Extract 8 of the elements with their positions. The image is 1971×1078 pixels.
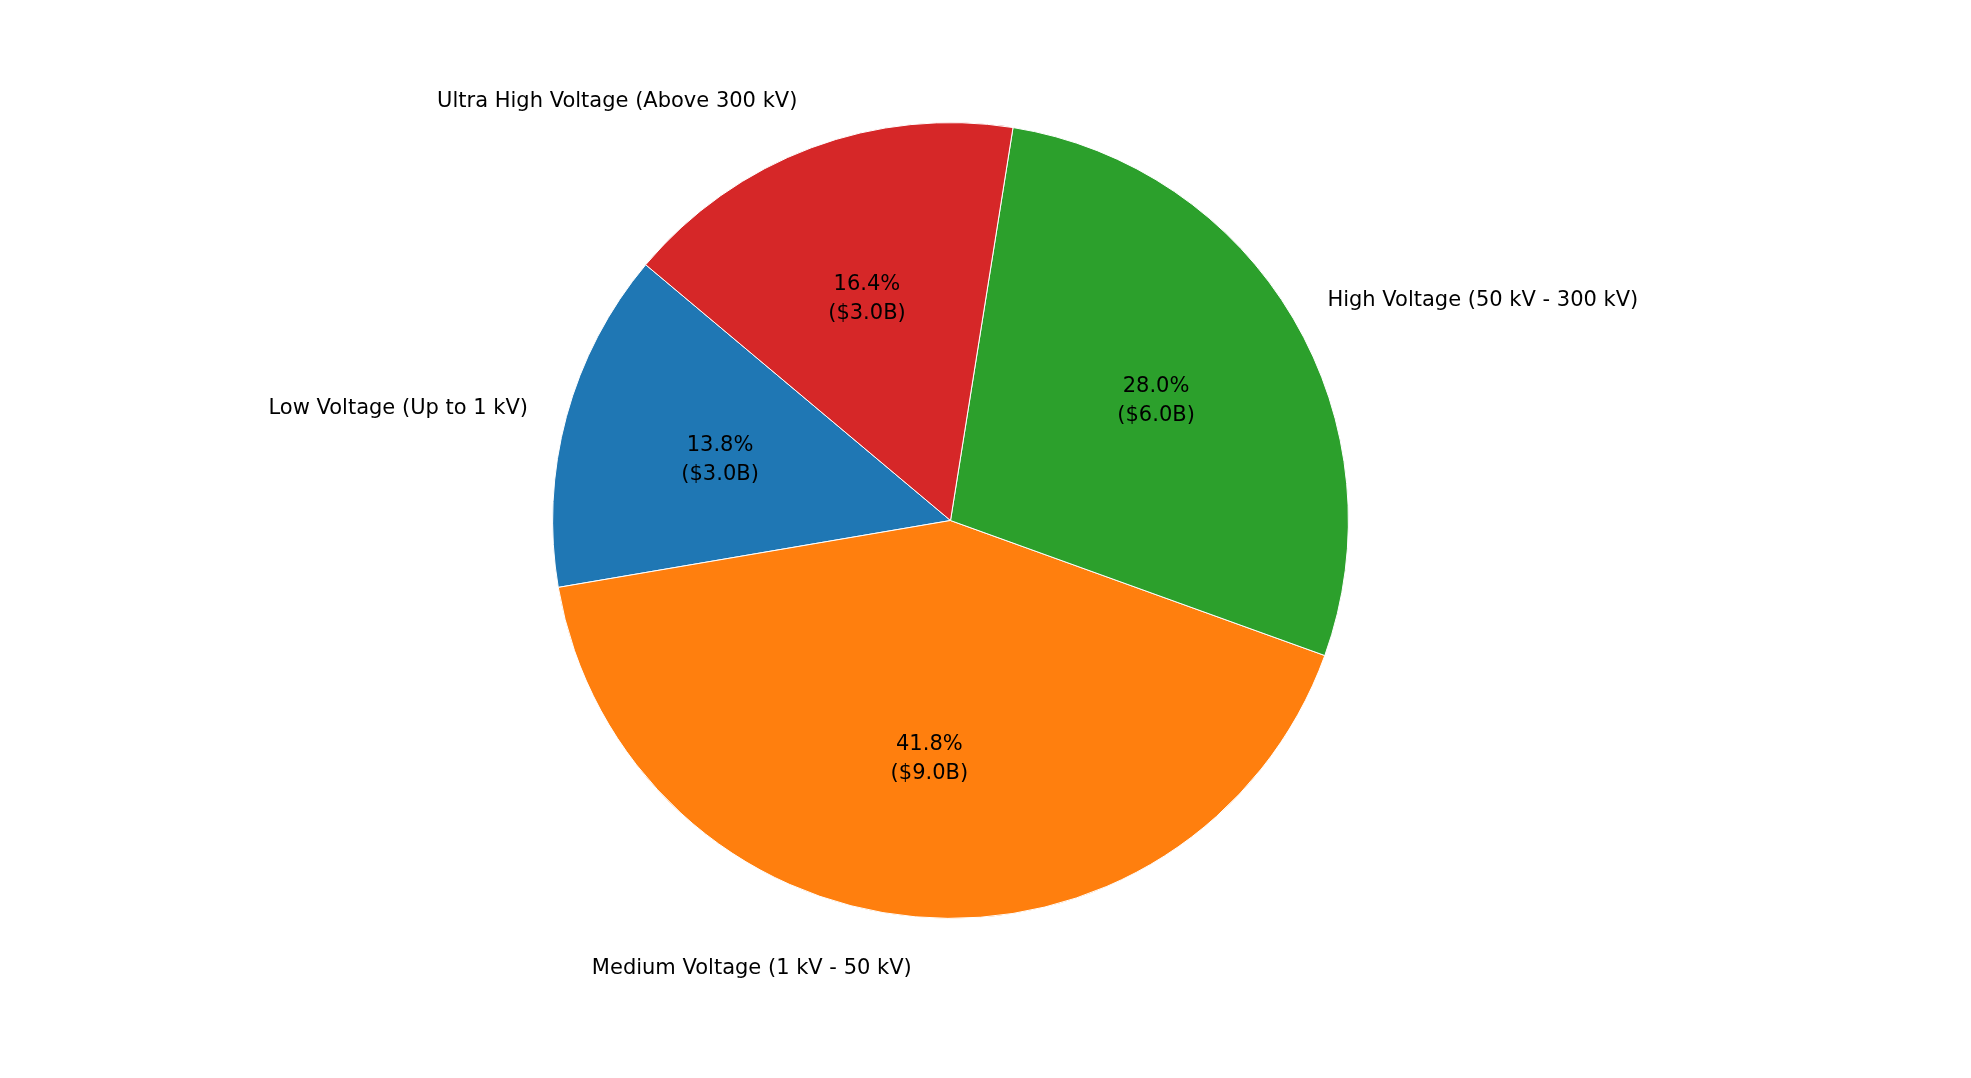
slice-label: Medium Voltage (1 kV - 50 kV) — [591, 954, 912, 979]
slice-label: Low Voltage (Up to 1 kV) — [268, 394, 529, 419]
data-label: 41.8% ($9.0B) — [890, 730, 969, 784]
data-label: 16.4% ($3.0B) — [828, 271, 906, 325]
slice-label: Ultra High Voltage (Above 300 kV) — [437, 88, 798, 113]
slice-label: High Voltage (50 kV - 300 kV) — [1327, 286, 1639, 311]
data-label: 13.8% ($3.0B) — [681, 431, 759, 485]
data-label: 28.0% ($6.0B) — [1117, 373, 1195, 427]
